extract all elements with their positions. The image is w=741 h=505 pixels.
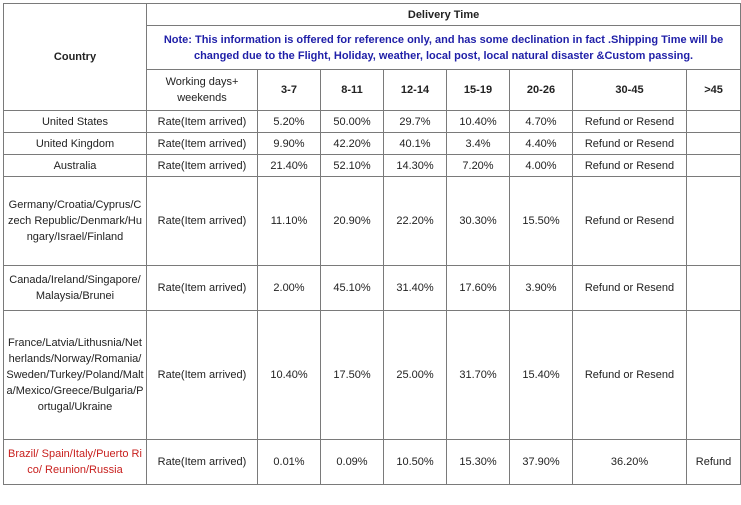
value-cell: 21.40%	[257, 154, 321, 177]
table-row: United Kingdom Rate(Item arrived) 9.90% …	[3, 132, 741, 155]
value-cell: 3.90%	[509, 265, 573, 311]
value-cell: Refund or Resend	[572, 110, 687, 133]
country-header: Country	[3, 3, 147, 111]
value-cell: 29.7%	[383, 110, 447, 133]
value-cell: 11.10%	[257, 176, 321, 266]
header-row-3: Working days+ weekends 3-7 8-11 12-14 15…	[4, 69, 741, 111]
value-cell: 4.70%	[509, 110, 573, 133]
value-cell	[685, 310, 741, 440]
value-cell	[685, 154, 741, 177]
header-row-1: Country Delivery Time	[3, 3, 741, 111]
table-row: Canada/Ireland/Singapore/Malaysia/Brunei…	[3, 265, 741, 311]
table-row: United States Rate(Item arrived) 5.20% 5…	[3, 110, 741, 133]
rate-label-cell: Rate(Item arrived)	[146, 265, 258, 311]
value-cell: 4.40%	[509, 132, 573, 155]
value-cell: 0.01%	[257, 439, 321, 485]
range-header-12-14: 12-14	[383, 69, 447, 111]
value-cell: 10.40%	[446, 110, 510, 133]
value-cell: 30.30%	[446, 176, 510, 266]
value-cell: 10.40%	[257, 310, 321, 440]
range-header-8-11: 8-11	[320, 69, 384, 111]
value-cell: 42.20%	[320, 132, 384, 155]
country-cell: France/Latvia/Lithusnia/Netherlands/Norw…	[3, 310, 147, 440]
value-cell	[685, 110, 741, 133]
range-header-20-26: 20-26	[509, 69, 573, 111]
reference-note: Note: This information is offered for re…	[145, 25, 741, 70]
value-cell: 31.70%	[446, 310, 510, 440]
value-cell: 50.00%	[320, 110, 384, 133]
value-cell: 9.90%	[257, 132, 321, 155]
value-cell: 17.50%	[320, 310, 384, 440]
rate-label-cell: Rate(Item arrived)	[146, 154, 258, 177]
value-cell: 37.90%	[509, 439, 573, 485]
value-cell	[685, 132, 741, 155]
value-cell: 5.20%	[257, 110, 321, 133]
rate-label-cell: Rate(Item arrived)	[146, 439, 258, 485]
country-cell: Germany/Croatia/Cyprus/Czech Republic/De…	[3, 176, 147, 266]
value-cell: 20.90%	[320, 176, 384, 266]
value-cell: Refund or Resend	[572, 265, 687, 311]
value-cell: Refund or Resend	[572, 176, 687, 266]
value-cell: 52.10%	[320, 154, 384, 177]
value-cell: 7.20%	[446, 154, 510, 177]
rate-label-cell: Rate(Item arrived)	[146, 176, 258, 266]
country-cell: United Kingdom	[3, 132, 147, 155]
value-cell: 0.09%	[320, 439, 384, 485]
value-cell: 15.30%	[446, 439, 510, 485]
value-cell: 25.00%	[383, 310, 447, 440]
value-cell: 2.00%	[257, 265, 321, 311]
country-cell: Canada/Ireland/Singapore/Malaysia/Brunei	[3, 265, 147, 311]
value-cell: 15.40%	[509, 310, 573, 440]
range-header-3-7: 3-7	[257, 69, 321, 111]
value-cell: Refund or Resend	[572, 154, 687, 177]
value-cell	[685, 176, 741, 266]
country-cell-highlighted: Brazil/ Spain/Italy/Puerto Rico/ Reunion…	[3, 439, 147, 485]
value-cell: Refund	[685, 439, 741, 485]
table-row: France/Latvia/Lithusnia/Netherlands/Norw…	[3, 310, 741, 440]
rate-label-cell: Rate(Item arrived)	[146, 110, 258, 133]
value-cell: 22.20%	[383, 176, 447, 266]
range-header-30-45: 30-45	[572, 69, 687, 111]
value-cell: 15.50%	[509, 176, 573, 266]
delivery-time-header: Delivery Time	[145, 3, 741, 26]
range-header-over-45: >45	[685, 69, 741, 111]
value-cell: 45.10%	[320, 265, 384, 311]
rate-label-cell: Rate(Item arrived)	[146, 310, 258, 440]
country-cell: United States	[3, 110, 147, 133]
delivery-time-table: Country Delivery Time Note: This informa…	[3, 3, 741, 485]
value-cell: Refund or Resend	[572, 132, 687, 155]
value-cell: 40.1%	[383, 132, 447, 155]
country-cell: Australia	[3, 154, 147, 177]
range-header-15-19: 15-19	[446, 69, 510, 111]
value-cell: 36.20%	[572, 439, 687, 485]
value-cell: Refund or Resend	[572, 310, 687, 440]
value-cell: 31.40%	[383, 265, 447, 311]
value-cell: 10.50%	[383, 439, 447, 485]
value-cell: 17.60%	[446, 265, 510, 311]
header-row-2: Note: This information is offered for re…	[4, 25, 741, 70]
working-days-header: Working days+ weekends	[146, 69, 258, 111]
value-cell: 4.00%	[509, 154, 573, 177]
value-cell	[685, 265, 741, 311]
rate-label-cell: Rate(Item arrived)	[146, 132, 258, 155]
value-cell: 14.30%	[383, 154, 447, 177]
value-cell: 3.4%	[446, 132, 510, 155]
table-row: Germany/Croatia/Cyprus/Czech Republic/De…	[3, 176, 741, 266]
table-row: Brazil/ Spain/Italy/Puerto Rico/ Reunion…	[3, 439, 741, 485]
table-row: Australia Rate(Item arrived) 21.40% 52.1…	[3, 154, 741, 177]
